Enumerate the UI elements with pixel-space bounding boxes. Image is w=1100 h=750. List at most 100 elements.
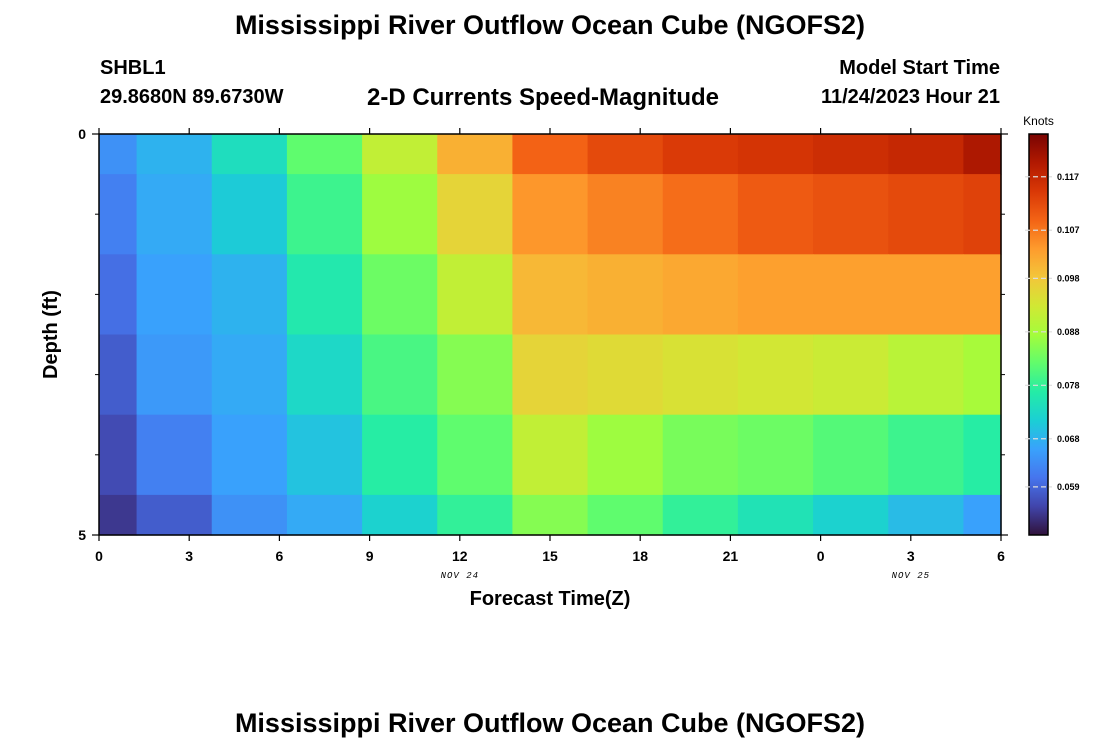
heatmap-cell — [211, 414, 288, 496]
heatmap-cell — [437, 174, 514, 255]
heatmap-cell — [813, 334, 889, 416]
heatmap-cell — [512, 254, 589, 336]
heatmap-cell — [211, 494, 288, 536]
colorbar-tick-label: 0.107 — [1057, 225, 1080, 235]
heatmap-cell — [662, 134, 739, 175]
heatmap-cell — [737, 494, 814, 536]
x-tick-label: 15 — [542, 548, 558, 564]
colorbar-title: Knots — [1023, 114, 1054, 128]
heatmap-cell — [813, 254, 889, 336]
heatmap-cell — [587, 174, 664, 255]
heatmap-cell — [512, 414, 589, 496]
y-tick-label: 0 — [78, 126, 86, 142]
x-tick-label: 12 — [452, 548, 468, 564]
heatmap-cell — [512, 494, 589, 536]
colorbar-tick-label: 0.117 — [1057, 172, 1079, 182]
heatmap-cell — [587, 334, 664, 416]
heatmap-cell — [99, 494, 138, 536]
model-start-value: 11/24/2023 Hour 21 — [820, 86, 1000, 108]
heatmap-cell — [587, 254, 664, 336]
heatmap-cell — [362, 134, 438, 175]
y-axis: 05 — [78, 126, 1008, 543]
heatmap-cell — [813, 134, 889, 175]
colorbar-tick-label: 0.078 — [1057, 380, 1080, 390]
heatmap-cell — [737, 134, 814, 175]
heatmap-cell — [888, 334, 965, 416]
page-title-repeat: Mississippi River Outflow Ocean Cube (NG… — [234, 708, 866, 738]
heatmap-cell — [437, 414, 514, 496]
heatmap-cell — [587, 494, 664, 536]
page-title: Mississippi River Outflow Ocean Cube (NG… — [234, 10, 866, 40]
x-axis: 0 3 6 9 12 15 18 21 0 3 6 NOV 24 NOV 25 — [95, 128, 1005, 581]
station-coordinates: 29.8680N 89.6730W — [100, 86, 284, 108]
colorbar-tick-label: 0.088 — [1057, 327, 1080, 337]
station-id: SHBL1 — [100, 57, 166, 79]
heatmap-cell — [437, 494, 514, 536]
heatmap-cell — [136, 414, 213, 496]
heatmap-cell — [286, 134, 363, 175]
heatmap-cell — [211, 254, 288, 336]
heatmap-cell — [662, 494, 739, 536]
x-tick-label: 3 — [907, 548, 915, 564]
x-tick-label: 6 — [997, 548, 1005, 564]
heatmap-cell — [512, 334, 589, 416]
heatmap-cell — [362, 494, 438, 536]
heatmap-cell — [512, 174, 589, 255]
x-tick-label: 18 — [632, 548, 648, 564]
heatmap-cell — [362, 254, 438, 336]
heatmap-cell — [662, 414, 739, 496]
colorbar: 0.059 0.068 0.078 0.088 0.098 0.107 0.117 Knot… — [1023, 114, 1080, 536]
heatmap-cell — [99, 254, 138, 336]
heatmap-cell — [286, 494, 363, 536]
heatmap-cell — [362, 174, 438, 255]
heatmap-cell — [737, 254, 814, 336]
heatmap-cell — [211, 134, 288, 175]
heatmap-cell — [963, 414, 1002, 496]
model-start-label: Model Start Time — [839, 57, 1000, 79]
colorbar-ticks: 0.059 0.068 0.078 0.088 0.098 0.107 0.117 — [1025, 172, 1080, 492]
heatmap-cell — [888, 414, 965, 496]
heatmap-cell — [136, 494, 213, 536]
x-tick-label: 0 — [95, 548, 103, 564]
heatmap-cell — [813, 414, 889, 496]
x-date-label: NOV 24 — [441, 571, 479, 581]
x-tick-label: 6 — [276, 548, 284, 564]
heatmap-cell — [963, 334, 1002, 416]
heatmap-cell — [737, 414, 814, 496]
heatmap-cell — [286, 254, 363, 336]
heatmap-cell — [211, 334, 288, 416]
heatmap-cell — [888, 174, 965, 255]
heatmap-cell — [286, 334, 363, 416]
heatmap-cell — [362, 334, 438, 416]
heatmap-cell — [136, 174, 213, 255]
heatmap-cell — [662, 254, 739, 336]
colorbar-tick-label: 0.098 — [1057, 273, 1080, 283]
heatmap-cell — [737, 334, 814, 416]
heatmap-cell — [136, 134, 213, 175]
heatmap-cell — [813, 174, 889, 255]
x-tick-label: 9 — [366, 548, 374, 564]
x-tick-label: 0 — [817, 548, 825, 564]
heatmap-cell — [587, 414, 664, 496]
heatmap-cell — [963, 174, 1002, 255]
heatmap-cell — [737, 174, 814, 255]
heatmap-cell — [99, 174, 138, 255]
plot-subtitle: 2-D Currents Speed-Magnitude — [367, 84, 720, 111]
heatmap-cells — [99, 134, 1002, 536]
heatmap-cell — [437, 254, 514, 336]
heatmap-cell — [99, 334, 138, 416]
heatmap-cell — [888, 134, 965, 175]
x-date-label: NOV 25 — [892, 571, 930, 581]
heatmap-cell — [587, 134, 664, 175]
heatmap-cell — [362, 414, 438, 496]
heatmap-cell — [963, 134, 1002, 175]
heatmap-cell — [963, 494, 1002, 536]
heatmap-cell — [662, 334, 739, 416]
colorbar-tick-label: 0.068 — [1057, 434, 1080, 444]
heatmap-cell — [813, 494, 889, 536]
heatmap-cell — [662, 174, 739, 255]
heatmap-cell — [286, 414, 363, 496]
x-tick-label: 21 — [723, 548, 739, 564]
y-tick-label: 5 — [78, 527, 86, 543]
